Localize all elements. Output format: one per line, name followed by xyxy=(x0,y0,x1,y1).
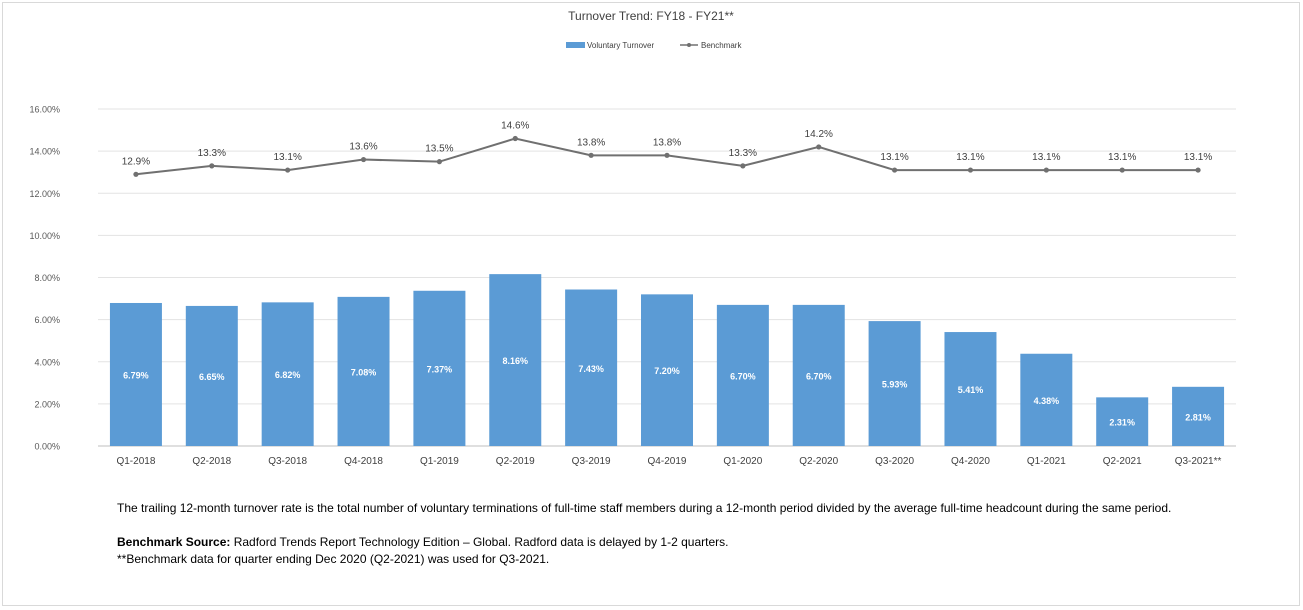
bar-data-label: 2.81% xyxy=(1185,412,1211,422)
benchmark-data-label: 13.1% xyxy=(273,152,301,163)
bar-data-label: 6.82% xyxy=(275,370,301,380)
y-tick-label: 8.00% xyxy=(34,273,60,283)
benchmark-data-label: 13.1% xyxy=(880,152,908,163)
benchmark-data-label: 13.1% xyxy=(1032,152,1060,163)
legend-swatch-voluntary xyxy=(566,42,585,48)
y-tick-label: 2.00% xyxy=(34,399,60,409)
bar-data-label: 6.79% xyxy=(123,370,149,380)
bar-voluntary-turnover xyxy=(868,321,921,446)
bar-voluntary-turnover xyxy=(716,304,769,446)
x-tick-label: Q2-2020 xyxy=(799,456,838,467)
benchmark-data-label: 13.6% xyxy=(349,142,377,153)
benchmark-data-label: 14.2% xyxy=(805,129,833,140)
bar-voluntary-turnover xyxy=(1172,386,1225,446)
legend-label-voluntary: Voluntary Turnover xyxy=(587,41,654,50)
bar-voluntary-turnover xyxy=(413,290,466,446)
bar-voluntary-turnover xyxy=(185,305,238,446)
benchmark-point xyxy=(588,152,594,158)
bar-data-label: 2.31% xyxy=(1109,418,1135,428)
turnover-chart: Turnover Trend: FY18 - FY21** Voluntary T… xyxy=(29,9,1236,467)
bar-voluntary-turnover xyxy=(565,289,618,446)
y-tick-label: 12.00% xyxy=(29,189,60,199)
benchmark-data-label: 14.6% xyxy=(501,120,529,131)
bar-data-label: 6.65% xyxy=(199,372,225,382)
benchmark-data-label: 13.5% xyxy=(425,144,453,155)
benchmark-point xyxy=(664,152,670,158)
benchmark-point xyxy=(436,159,442,165)
x-tick-label: Q2-2019 xyxy=(496,456,535,467)
x-tick-label: Q1-2019 xyxy=(420,456,459,467)
benchmark-point xyxy=(133,171,139,177)
bar-data-label: 6.70% xyxy=(730,371,756,381)
bar-voluntary-turnover xyxy=(641,294,693,446)
x-tick-label: Q3-2018 xyxy=(268,456,307,467)
source-text: Radford Trends Report Technology Edition… xyxy=(230,535,729,549)
bar-voluntary-turnover xyxy=(792,304,845,446)
benchmark-data-label: 13.1% xyxy=(1108,152,1136,163)
y-tick-label: 10.00% xyxy=(29,231,60,241)
bar-data-label: 8.16% xyxy=(503,356,529,366)
benchmark-point xyxy=(816,144,822,150)
y-tick-label: 16.00% xyxy=(29,105,60,115)
bar-voluntary-turnover xyxy=(944,332,997,446)
benchmark-point xyxy=(512,135,518,142)
benchmark-point xyxy=(967,167,974,173)
x-tick-label: Q4-2019 xyxy=(648,456,687,467)
benchmark-data-label: 13.1% xyxy=(1184,152,1212,163)
benchmark-point xyxy=(1195,167,1201,173)
bar-data-label: 7.08% xyxy=(351,367,377,377)
bar-data-label: 5.41% xyxy=(958,385,984,395)
bar-voluntary-turnover xyxy=(489,274,542,446)
bar-voluntary-turnover xyxy=(261,302,314,446)
bar-voluntary-turnover xyxy=(1020,353,1073,446)
x-tick-label: Q3-2020 xyxy=(875,456,914,467)
x-tick-label: Q2-2018 xyxy=(192,456,231,467)
definition-text: The trailing 12-month turnover rate is t… xyxy=(117,501,1172,515)
chart-title: Turnover Trend: FY18 - FY21** xyxy=(568,9,734,23)
y-tick-label: 4.00% xyxy=(34,357,60,367)
benchmark-point xyxy=(209,163,215,169)
x-tick-label: Q1-2018 xyxy=(116,456,155,467)
x-tick-label: Q3-2021** xyxy=(1175,456,1222,467)
source-label: Benchmark Source: xyxy=(117,535,231,549)
benchmark-data-label: 13.3% xyxy=(729,148,757,159)
x-tick-label: Q1-2020 xyxy=(723,456,762,467)
legend-marker-benchmark xyxy=(687,43,691,47)
x-tick-label: Q3-2019 xyxy=(572,456,611,467)
y-tick-label: 0.00% xyxy=(34,442,60,452)
bar-data-label: 6.70% xyxy=(806,371,832,381)
benchmark-point xyxy=(360,156,367,163)
bar-data-label: 7.43% xyxy=(578,364,604,374)
x-tick-label: Q2-2021 xyxy=(1103,456,1142,467)
benchmark-point xyxy=(1119,167,1125,173)
benchmark-data-label: 12.9% xyxy=(122,156,150,167)
bar-data-label: 5.93% xyxy=(882,380,908,390)
bar-data-label: 4.38% xyxy=(1034,396,1060,406)
benchmark-data-label: 13.1% xyxy=(956,152,984,163)
x-tick-label: Q4-2020 xyxy=(951,456,990,467)
bar-voluntary-turnover xyxy=(337,296,390,446)
benchmark-source: Benchmark Source: Radford Trends Report … xyxy=(117,534,1267,551)
benchmark-point xyxy=(285,167,291,173)
footnote-text: **Benchmark data for quarter ending Dec … xyxy=(117,552,550,566)
bar-data-label: 7.20% xyxy=(654,366,680,376)
x-tick-label: Q4-2018 xyxy=(344,456,383,467)
y-tick-label: 6.00% xyxy=(34,315,60,325)
benchmark-point xyxy=(892,167,898,173)
bar-data-label: 7.37% xyxy=(427,364,453,374)
y-tick-label: 14.00% xyxy=(29,147,60,157)
chart-notes: The trailing 12-month turnover rate is t… xyxy=(117,500,1267,568)
benchmark-data-label: 13.3% xyxy=(198,148,226,159)
benchmark-data-label: 13.8% xyxy=(653,137,681,148)
bar-voluntary-turnover xyxy=(109,302,162,446)
legend-label-benchmark: Benchmark xyxy=(701,41,742,50)
benchmark-point xyxy=(1043,167,1049,173)
bar-voluntary-turnover xyxy=(1096,397,1149,446)
benchmark-point xyxy=(740,163,746,169)
x-tick-label: Q1-2021 xyxy=(1027,456,1066,467)
benchmark-data-label: 13.8% xyxy=(577,137,605,148)
